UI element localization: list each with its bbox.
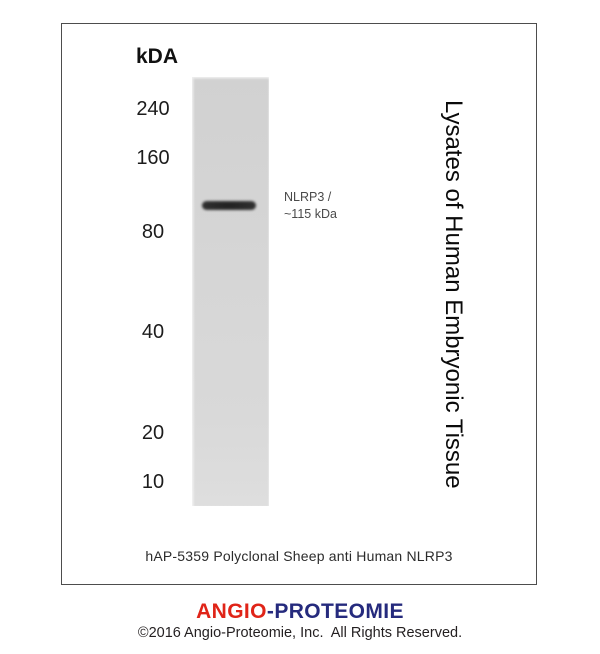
logo-angio-text: ANGIO <box>196 600 267 623</box>
band-annotation-line1: NLRP3 / <box>284 190 332 204</box>
logo-proteomie-text: PROTEOMIE <box>274 600 404 623</box>
mw-marker-80: 80 <box>141 221 165 243</box>
copyright-text: ©2016 Angio-Proteomie, Inc. All Rights R… <box>137 625 463 641</box>
figure-caption: hAP-5359 Polyclonal Sheep anti Human NLR… <box>145 548 453 564</box>
logo-hyphen: - <box>266 600 275 623</box>
brand-logo: ANGIO-PROTEOMIE <box>0 600 600 624</box>
mw-marker-40: 40 <box>141 321 165 343</box>
band-annotation: NLRP3 / ~115 kDa <box>284 189 337 223</box>
sample-source-label: Lysates of Human Embryonic Tissue <box>440 99 467 489</box>
mw-marker-10: 10 <box>141 471 165 493</box>
mw-marker-160: 160 <box>136 147 170 169</box>
western-blot-figure: kDA 240 160 80 40 20 10 NLRP3 / ~115 kDa… <box>61 23 537 585</box>
band-annotation-line2: ~115 kDa <box>284 207 337 221</box>
kda-unit-label: kDA <box>135 45 178 68</box>
gel-lane <box>192 77 269 506</box>
mw-marker-240: 240 <box>136 98 170 120</box>
protein-band <box>202 201 256 210</box>
mw-marker-20: 20 <box>141 422 165 444</box>
